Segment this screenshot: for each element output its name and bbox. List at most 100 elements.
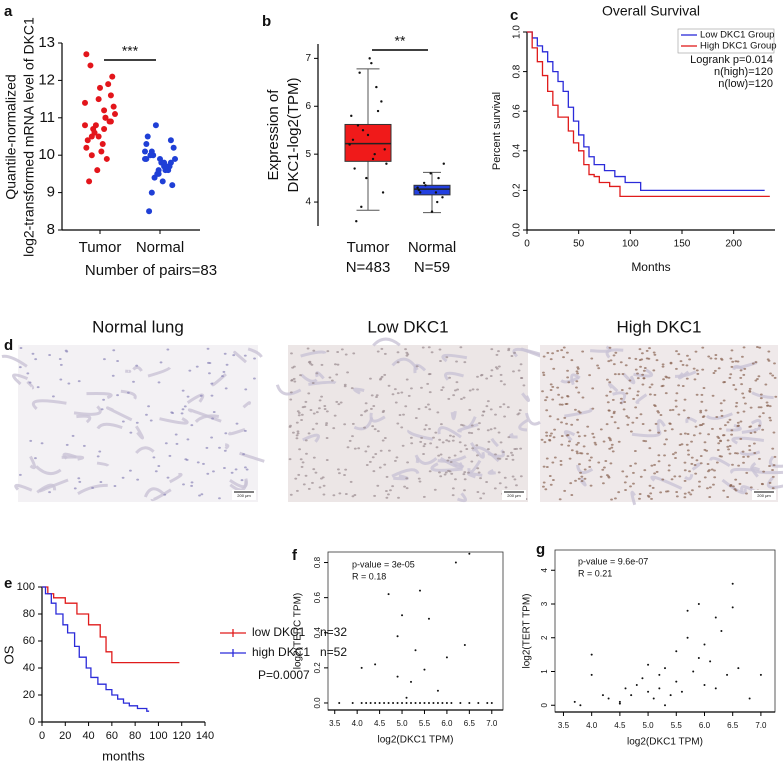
cell-nucleus <box>626 423 630 426</box>
cell-nucleus <box>694 425 698 428</box>
cell-nucleus <box>703 476 707 479</box>
panel-letter: a <box>4 3 13 20</box>
box <box>413 184 451 196</box>
cell-nucleus <box>205 446 209 449</box>
data-point <box>368 57 371 60</box>
cell-nucleus <box>540 438 544 441</box>
cell-nucleus <box>397 496 400 499</box>
cell-nucleus <box>152 456 156 459</box>
cell-nucleus <box>312 468 316 471</box>
cell-nucleus <box>180 412 184 415</box>
cell-nucleus <box>599 428 603 431</box>
data-point <box>720 630 723 632</box>
cell-nucleus <box>310 363 314 366</box>
cell-nucleus <box>511 475 515 478</box>
cell-nucleus <box>332 427 336 430</box>
cell-nucleus <box>291 366 294 369</box>
cell-nucleus <box>470 432 474 435</box>
cell-nucleus <box>430 351 434 354</box>
tissue-strand <box>751 466 761 478</box>
cell-nucleus <box>549 358 553 361</box>
data-point <box>142 148 148 155</box>
cell-nucleus <box>385 475 389 478</box>
cell-nucleus <box>759 406 763 409</box>
cell-nucleus <box>736 421 740 424</box>
cell-nucleus <box>318 486 322 489</box>
cell-nucleus <box>696 372 700 375</box>
data-point <box>709 660 712 663</box>
tissue-strand <box>228 428 246 436</box>
cell-nucleus <box>326 350 330 353</box>
cell-nucleus <box>477 428 480 431</box>
data-point <box>731 606 734 609</box>
cell-nucleus <box>370 394 374 397</box>
tissue-strand <box>242 401 252 409</box>
y-tick-label: 0.8 <box>313 556 322 568</box>
cell-nucleus <box>502 403 506 406</box>
cell-nucleus <box>303 405 307 408</box>
cell-nucleus <box>703 448 707 451</box>
data-point <box>418 701 421 704</box>
y-tick-label: 0.2 <box>512 183 523 197</box>
cell-nucleus <box>653 405 657 408</box>
cell-nucleus <box>343 423 347 426</box>
data-point <box>101 126 108 133</box>
tissue-strand <box>441 353 468 363</box>
data-point <box>351 701 354 704</box>
cell-nucleus <box>482 492 486 495</box>
tissue-strand <box>467 472 483 479</box>
cell-nucleus <box>657 454 661 457</box>
cell-nucleus <box>64 349 68 352</box>
cell-nucleus <box>590 357 594 360</box>
cell-nucleus <box>136 478 140 481</box>
cell-nucleus <box>505 458 508 461</box>
cell-nucleus <box>415 365 419 368</box>
x-tick-label: 5.5 <box>671 721 683 730</box>
cell-nucleus <box>722 399 726 402</box>
cell-nucleus <box>370 407 373 410</box>
cell-nucleus <box>566 395 570 398</box>
cell-nucleus <box>758 424 761 427</box>
cell-nucleus <box>545 396 549 399</box>
y-tick-label: 12 <box>38 71 55 88</box>
survival-curve <box>527 31 770 197</box>
data-point <box>429 172 432 175</box>
cell-nucleus <box>348 439 352 442</box>
cell-nucleus <box>410 442 414 445</box>
cell-nucleus <box>771 374 775 377</box>
cell-nucleus <box>311 481 314 484</box>
data-point <box>414 701 417 704</box>
tissue-strand <box>224 443 230 450</box>
y-axis-label: DKC1-log2(TPM) <box>285 77 302 192</box>
cell-nucleus <box>643 366 647 369</box>
cell-nucleus <box>566 434 570 437</box>
cell-nucleus <box>428 408 432 411</box>
cell-nucleus <box>636 372 639 375</box>
cell-nucleus <box>438 348 442 351</box>
x-tick-sublabel: N=483 <box>346 259 391 276</box>
cell-nucleus <box>754 379 758 382</box>
data-point <box>417 188 421 192</box>
cell-nucleus <box>742 396 746 399</box>
cell-nucleus <box>621 372 625 375</box>
cell-nucleus <box>111 374 115 377</box>
cell-nucleus <box>363 426 366 429</box>
cell-nucleus <box>29 439 33 442</box>
cell-nucleus <box>391 485 395 488</box>
legend-label: High DKC1 Group <box>700 41 777 52</box>
data-point <box>468 701 471 704</box>
cell-nucleus <box>396 392 400 395</box>
cell-nucleus <box>243 354 247 357</box>
cell-nucleus <box>648 447 652 450</box>
x-tick-label: 150 <box>674 239 691 250</box>
cell-nucleus <box>506 406 510 409</box>
tissue-strand <box>726 423 742 432</box>
cell-nucleus <box>576 418 579 421</box>
cell-nucleus <box>467 471 470 474</box>
cell-nucleus <box>634 406 638 409</box>
cell-nucleus <box>336 363 340 366</box>
cell-nucleus <box>549 388 553 391</box>
cell-nucleus <box>745 492 748 495</box>
cell-nucleus <box>405 354 409 357</box>
data-point <box>669 694 672 697</box>
